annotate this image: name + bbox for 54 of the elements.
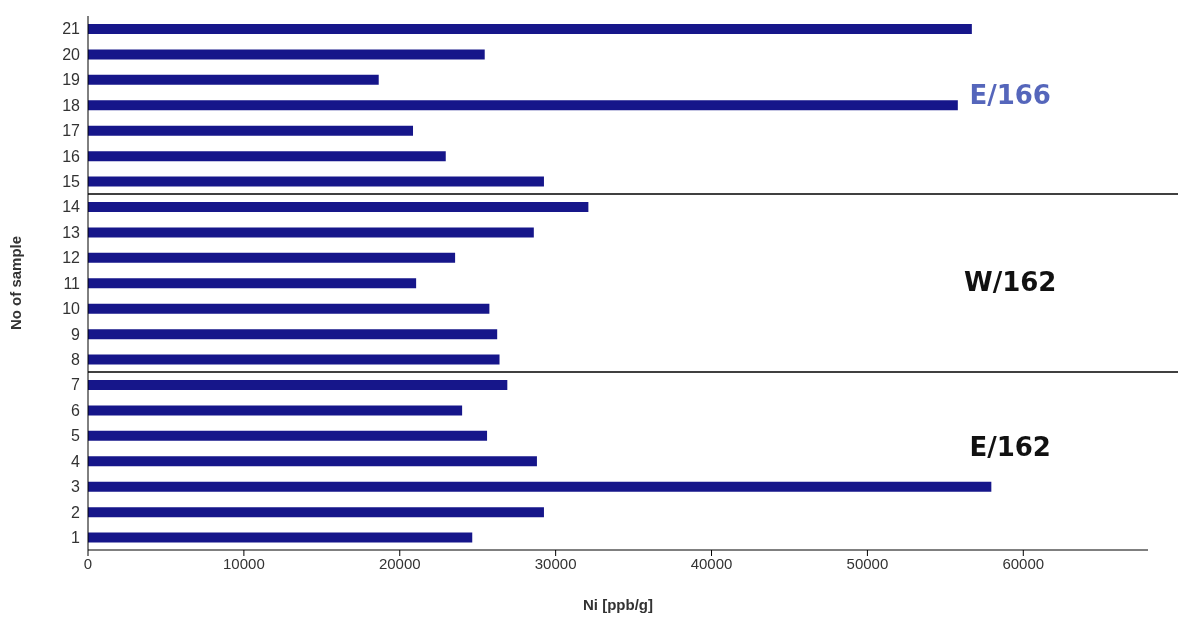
y-tick-label: 5 xyxy=(71,427,81,445)
y-tick-label: 13 xyxy=(62,223,81,241)
bar xyxy=(88,100,958,111)
x-axis-title: Ni [ppb/g] xyxy=(583,596,653,613)
y-tick-label: 11 xyxy=(63,274,81,292)
x-tick-label: 50000 xyxy=(846,554,889,572)
annotation: E/162 xyxy=(969,432,1051,463)
bar xyxy=(88,303,490,314)
x-tick-label: 60000 xyxy=(1002,554,1045,572)
y-tick-label: 6 xyxy=(71,401,81,419)
x-tick-label: 10000 xyxy=(223,554,265,572)
y-tick-label: 10 xyxy=(62,300,81,318)
bar xyxy=(88,481,992,492)
bar xyxy=(88,456,537,467)
bar xyxy=(88,227,534,238)
bar xyxy=(88,532,473,543)
bar xyxy=(88,252,456,263)
y-tick-label: 3 xyxy=(71,478,81,496)
bar xyxy=(88,176,544,187)
y-tick-label: 17 xyxy=(62,122,81,140)
y-axis-title: No of sample xyxy=(7,235,25,331)
bar xyxy=(88,329,498,340)
bar xyxy=(88,151,446,162)
x-tick-label: 20000 xyxy=(378,554,421,572)
y-tick-label: 14 xyxy=(62,198,81,216)
annotation: E/166 xyxy=(969,79,1051,110)
x-tick-label: 40000 xyxy=(690,554,733,572)
y-tick-label: 1 xyxy=(71,528,81,546)
y-tick-label: 16 xyxy=(62,147,81,165)
y-tick-label: 19 xyxy=(62,71,81,89)
y-tick-label: 20 xyxy=(62,45,81,63)
y-tick-label: 9 xyxy=(71,325,81,343)
x-tick-label: 0 xyxy=(83,554,93,572)
y-tick-label: 18 xyxy=(62,96,81,114)
y-tick-label: 7 xyxy=(71,376,81,394)
y-tick-label: 4 xyxy=(71,452,81,470)
annotation: W/162 xyxy=(963,266,1057,297)
bar xyxy=(88,125,414,136)
y-tick-label: 12 xyxy=(62,249,81,267)
y-tick-label: 15 xyxy=(62,172,81,190)
bar xyxy=(88,49,485,60)
bar xyxy=(88,278,417,289)
y-tick-label: 2 xyxy=(71,503,81,521)
bar xyxy=(88,507,544,518)
bar xyxy=(88,74,379,85)
bar xyxy=(88,202,589,212)
y-tick-label: 8 xyxy=(71,350,81,368)
bar xyxy=(88,430,488,441)
y-tick-label: 21 xyxy=(62,20,81,38)
bar xyxy=(88,354,500,365)
x-tick-label: 30000 xyxy=(534,554,577,572)
bar xyxy=(88,24,972,34)
bar xyxy=(88,380,508,390)
bar xyxy=(88,405,463,416)
